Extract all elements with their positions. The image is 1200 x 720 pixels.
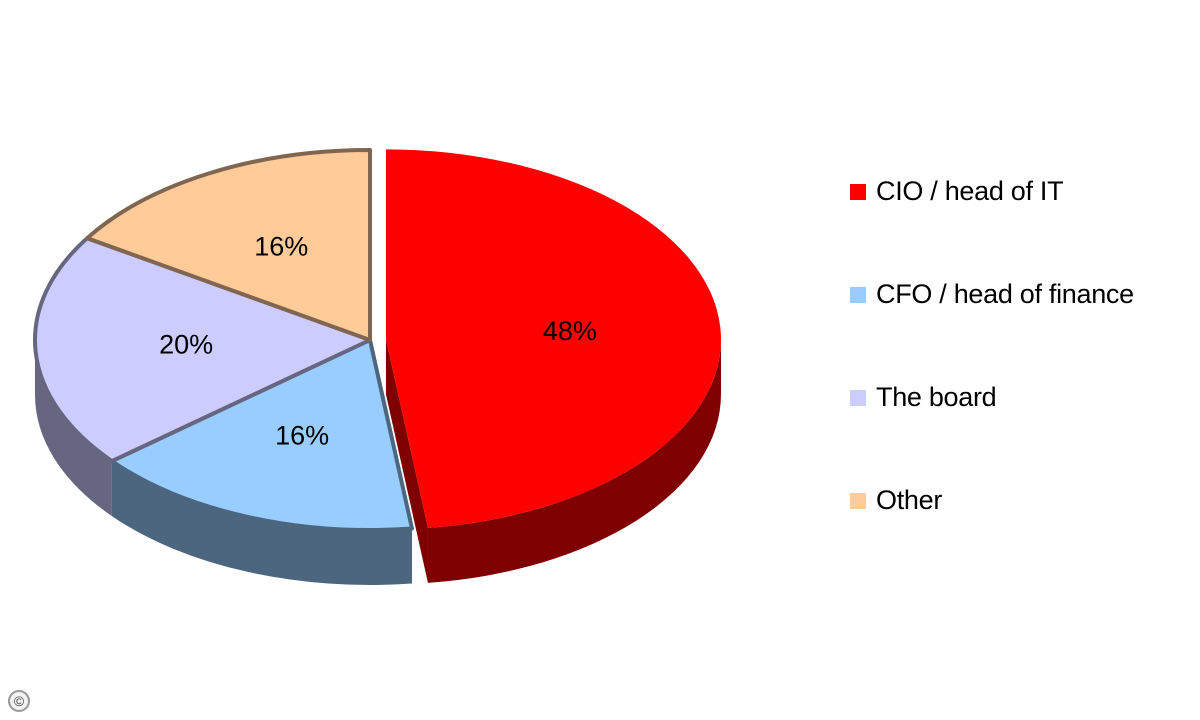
data-label-cio: 48% — [543, 316, 597, 346]
data-label-board: 20% — [159, 330, 213, 360]
legend-label-other: Other — [876, 485, 943, 515]
legend-item-cfo: CFO / head of finance — [850, 243, 1134, 346]
legend-item-other: Other — [850, 449, 1134, 552]
pie-side-walls — [35, 339, 721, 585]
pie-slice-cio — [385, 149, 721, 528]
legend-swatch-board — [850, 389, 866, 406]
pie-side-board — [35, 340, 112, 517]
pie-side-cio — [427, 339, 721, 583]
pie-slice-cfo — [109, 338, 414, 532]
pie-slices — [33, 148, 721, 532]
legend: CIO / head of IT CFO / head of finance T… — [850, 140, 1134, 552]
pie-slice-board — [33, 236, 372, 464]
legend-swatch-cio — [850, 183, 866, 200]
legend-label-cio: CIO / head of IT — [876, 176, 1064, 206]
pie-slice-other — [85, 148, 372, 342]
pie-data-labels: 48% 16% 20% 16% — [159, 232, 597, 451]
data-label-cfo: 16% — [275, 420, 329, 450]
pie-cut-cio — [385, 339, 428, 583]
legend-swatch-cfo — [850, 286, 866, 303]
legend-label-board: The board — [876, 382, 997, 412]
data-label-other: 16% — [254, 232, 308, 262]
legend-label-cfo: CFO / head of finance — [876, 279, 1134, 309]
pie-side-cfo — [111, 461, 412, 585]
legend-item-board: The board — [850, 346, 1134, 449]
copyright-icon: © — [8, 690, 30, 712]
legend-swatch-other — [850, 492, 866, 509]
legend-item-cio: CIO / head of IT — [850, 140, 1134, 243]
